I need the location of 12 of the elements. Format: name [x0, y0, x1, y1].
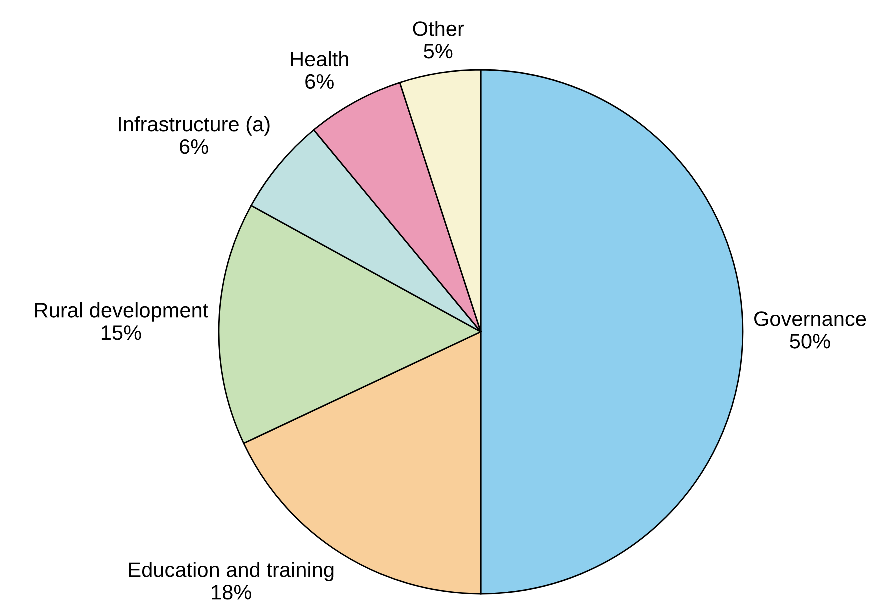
data-label: 18% [212, 585, 252, 600]
slice-label: Infrastructure (a) [119, 116, 270, 136]
data-label: 6% [306, 74, 334, 90]
data-label: 5% [424, 44, 453, 59]
slice-label: Other [413, 21, 464, 36]
slice-label: Education and training [129, 562, 334, 582]
data-label: 6% [180, 139, 208, 154]
data-label: 15% [102, 326, 142, 340]
slice-label: Health [291, 51, 348, 67]
data-label: 50% [790, 334, 830, 349]
slice-label: Rural development [36, 302, 209, 322]
slice-label: Governance [754, 312, 866, 326]
